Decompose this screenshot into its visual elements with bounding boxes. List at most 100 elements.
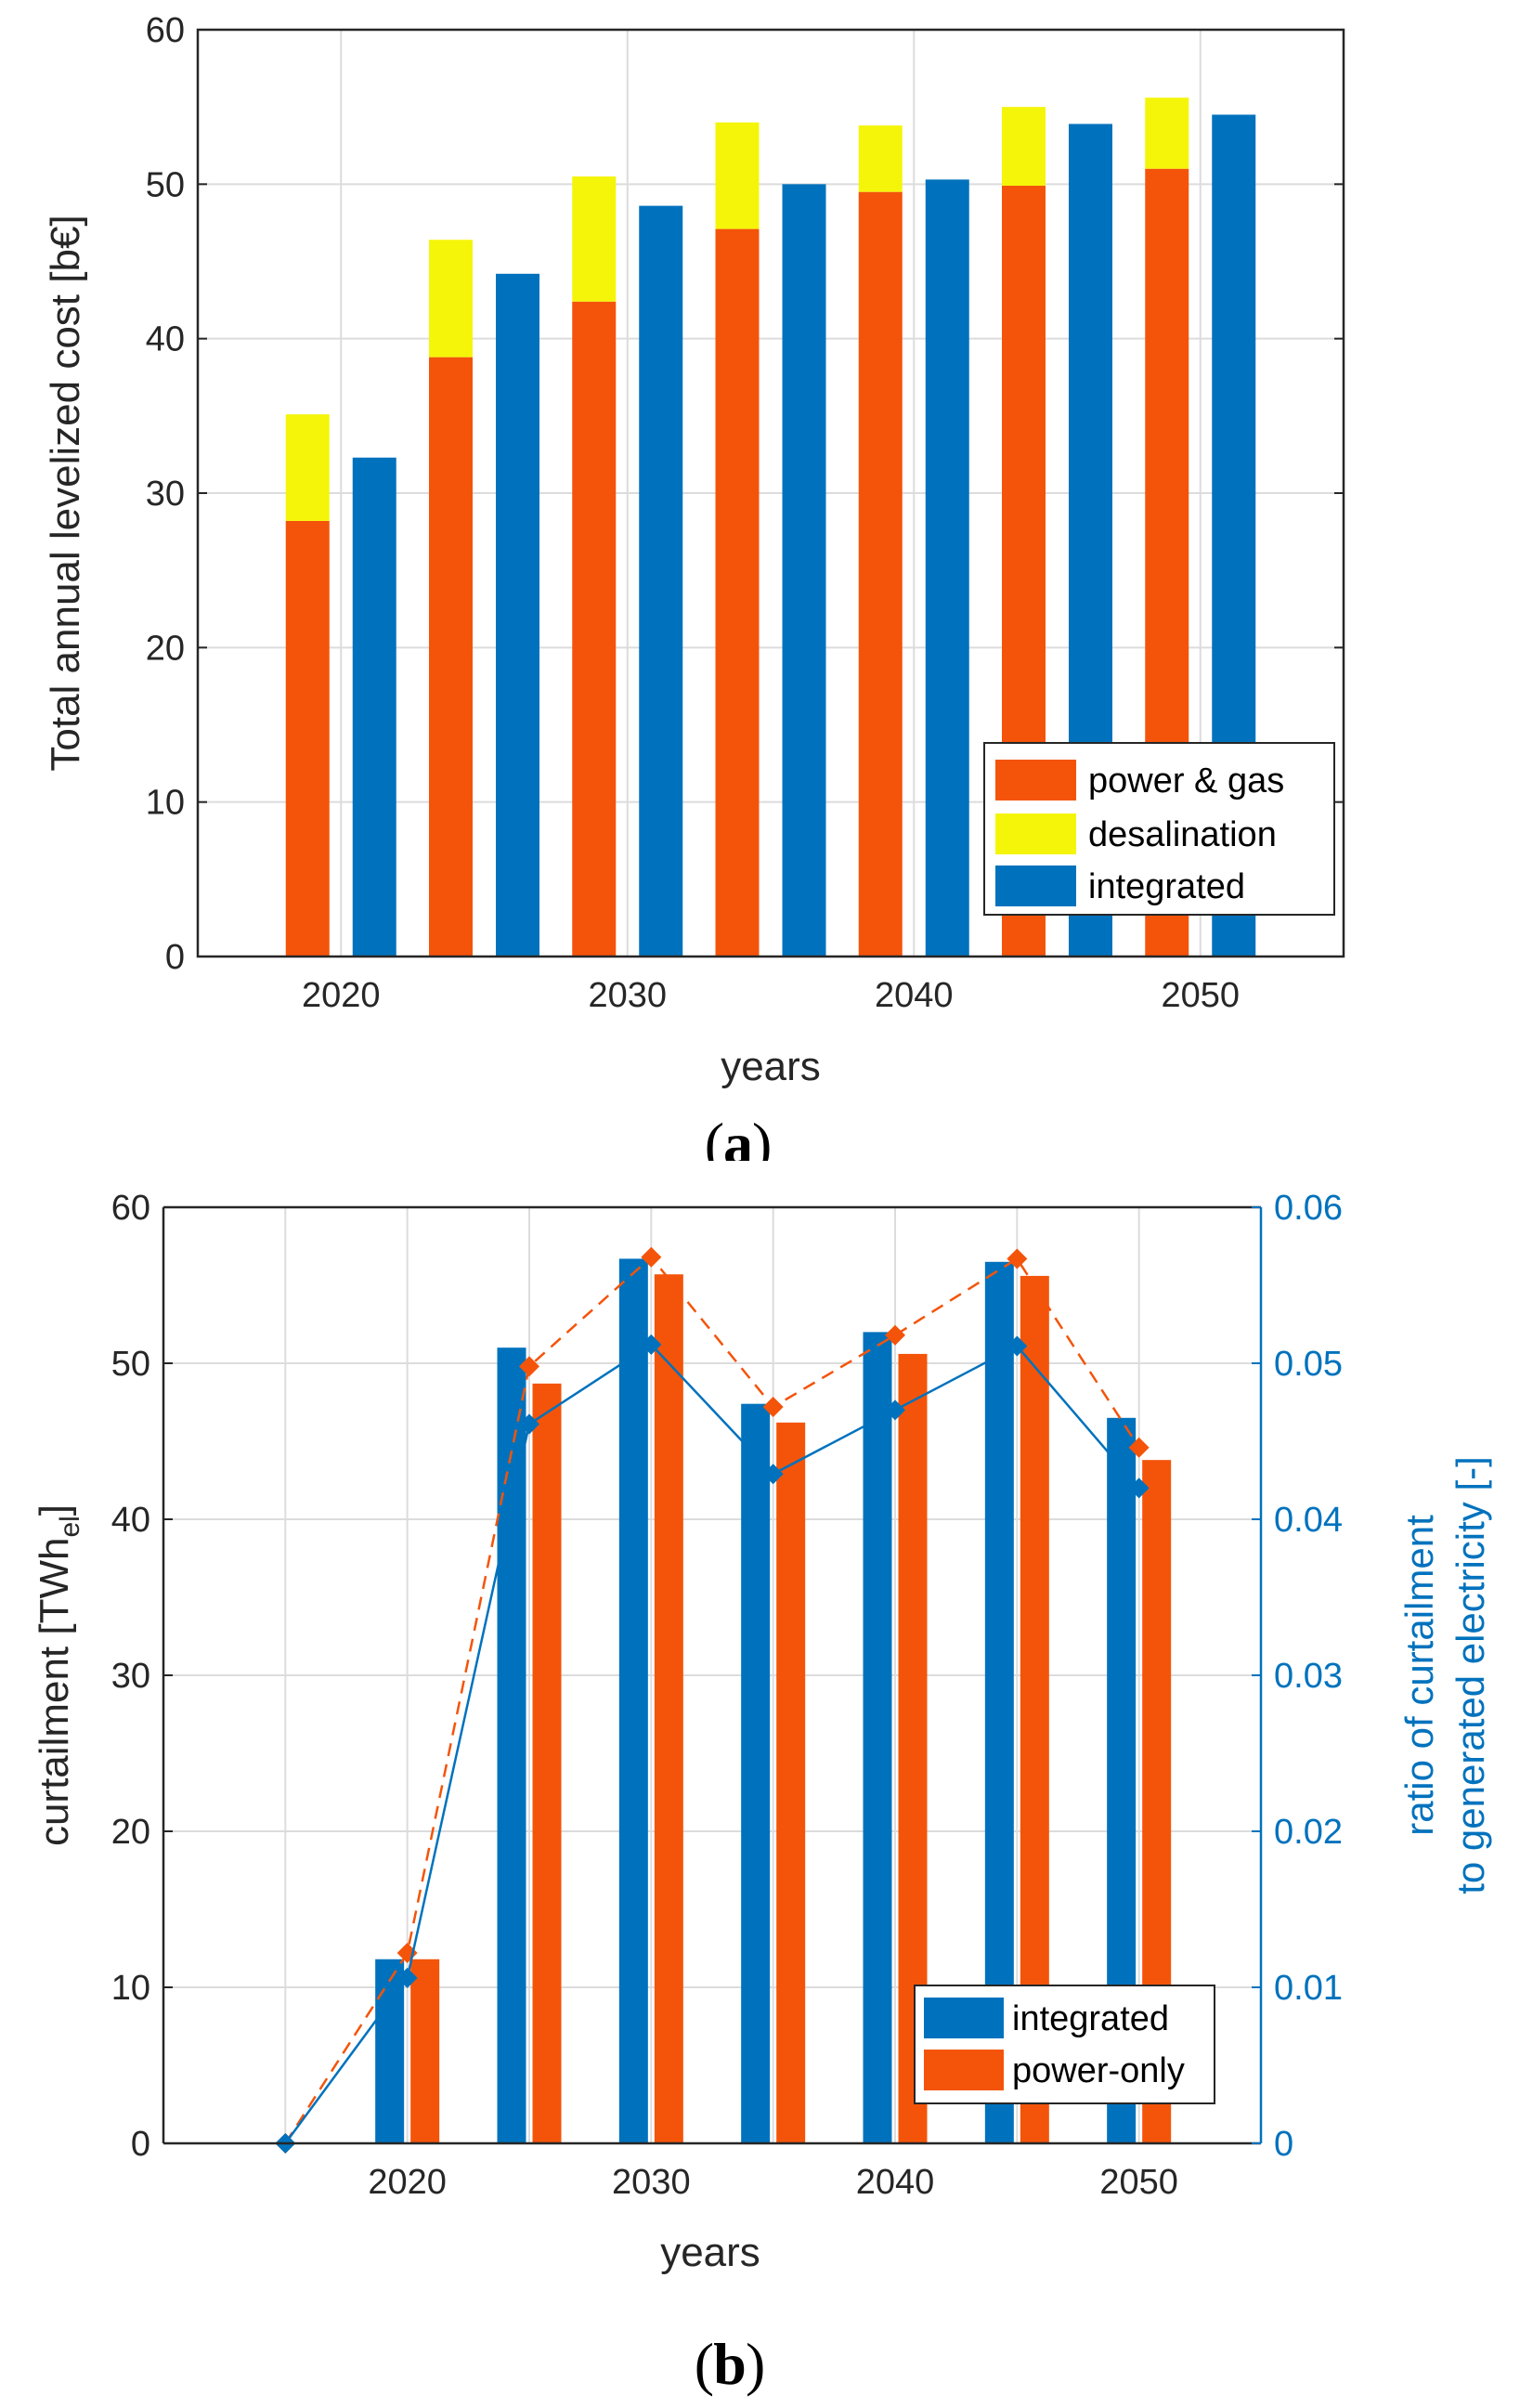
legend-b-label-integrated: integrated — [1012, 1999, 1169, 2038]
integrated-ratio-marker — [396, 1967, 418, 1988]
svg-text:): ) — [746, 2331, 765, 2397]
legend-a-swatch-desalination — [995, 814, 1076, 854]
chart-b-ytick-label-right: 0.06 — [1274, 1189, 1343, 1228]
chart-a-ytick-label: 10 — [146, 784, 185, 823]
chart-b-ytick-label-right: 0.05 — [1274, 1345, 1343, 1384]
bar-integrated — [618, 1258, 648, 2143]
bar-desalination — [1002, 107, 1046, 186]
chart-a-bars — [285, 98, 1256, 957]
power-only-ratio-marker — [762, 1397, 784, 1418]
integrated-ratio-marker — [885, 1399, 905, 1421]
power-only-ratio-marker — [641, 1246, 662, 1268]
svg-text:): ) — [752, 1111, 772, 1161]
bar-power-only — [654, 1274, 683, 2143]
bar-integrated — [496, 273, 539, 957]
bar-integrated — [863, 1332, 892, 2143]
bar-desalination — [285, 414, 330, 521]
chart-b-ytick-label-right: 0.02 — [1274, 1813, 1343, 1852]
chart-b-ytick-label-right: 0.03 — [1274, 1657, 1343, 1696]
chart-b-caption-letter: b — [713, 2331, 747, 2397]
chart-b-xtick-label: 2050 — [1099, 2163, 1178, 2202]
chart-b-caption: ( b ) — [695, 2331, 766, 2397]
chart-b-legend: integrated power-only — [914, 1985, 1215, 2104]
bar-power-only — [532, 1383, 562, 2143]
chart-b-tick-labels: 010203040506000.010.020.030.040.050.0620… — [111, 1189, 1343, 2202]
integrated-ratio-marker — [641, 1334, 662, 1355]
power-only-ratio-marker — [519, 1356, 539, 1377]
bar-integrated — [352, 457, 396, 957]
power-only-ratio-marker — [396, 1943, 418, 1964]
chart-b-xtick-label: 2020 — [368, 2163, 447, 2202]
chart-a-xtick-label: 2020 — [302, 976, 381, 1015]
bar-power-only — [776, 1422, 806, 2143]
chart-b-ytick-label-left: 20 — [111, 1813, 150, 1852]
bar-integrated — [639, 205, 683, 957]
bar-integrated — [741, 1403, 771, 2143]
chart-a-xtick-label: 2050 — [1161, 976, 1240, 1015]
chart-a-ytick-label: 20 — [146, 629, 185, 668]
chart-b-x-axis-label: years — [660, 2230, 760, 2275]
bar-integrated — [782, 184, 826, 957]
svg-text:(: ( — [695, 2331, 714, 2397]
legend-b-swatch-power-only — [924, 2050, 1004, 2090]
chart-b-lines — [275, 1246, 1150, 2154]
legend-a-label-integrated: integrated — [1088, 867, 1245, 906]
chart-a-ytick-label: 30 — [146, 475, 185, 514]
chart-b-ytick-label-left: 10 — [111, 1969, 150, 2008]
chart-a-ytick-label: 50 — [146, 165, 185, 204]
chart-b-y-axis-label-right-line2: to generated electricity [-] — [1449, 1456, 1492, 1894]
bar-power-gas — [285, 520, 330, 957]
bar-integrated — [925, 179, 969, 957]
bar-power-gas — [429, 357, 473, 957]
bar-desalination — [858, 125, 903, 192]
legend-a-swatch-integrated — [995, 866, 1076, 906]
bar-desalination — [1145, 98, 1189, 169]
power-only-ratio-line — [284, 1255, 1140, 2144]
chart-a-xtick-label: 2040 — [875, 976, 954, 1015]
integrated-ratio-marker — [519, 1413, 539, 1435]
bar-power-gas — [715, 228, 760, 957]
power-only-ratio-marker — [1128, 1437, 1150, 1458]
chart-b-ytick-label-left: 0 — [131, 2125, 150, 2164]
power-only-ratio-marker — [1007, 1248, 1028, 1269]
chart-b-ytick-label-right: 0.01 — [1274, 1969, 1343, 2008]
bar-desalination — [715, 122, 760, 229]
bar-power-gas — [572, 301, 617, 957]
chart-b-xtick-label: 2030 — [612, 2163, 691, 2202]
chart-a-x-axis-label: years — [721, 1044, 821, 1089]
bar-desalination — [429, 240, 473, 358]
chart-a-y-axis-label: Total annual levelized cost [b€] — [43, 215, 88, 771]
chart-a-caption-letter: a — [723, 1111, 753, 1161]
legend-a-label-power-gas: power & gas — [1088, 761, 1284, 800]
legend-b-label-power-only: power-only — [1012, 2051, 1185, 2090]
legend-b-swatch-integrated — [924, 1998, 1004, 2038]
chart-a-caption: ( a ) — [705, 1111, 773, 1161]
integrated-ratio-marker — [1128, 1477, 1150, 1499]
chart-b-ytick-label-right: 0 — [1274, 2125, 1293, 2164]
chart-b-y-axis-label-right-line1: ratio of curtailment — [1397, 1515, 1441, 1836]
chart-b: 010203040506000.010.020.030.040.050.0620… — [32, 1189, 1492, 2397]
bar-desalination — [572, 176, 617, 302]
bar-integrated — [497, 1347, 526, 2143]
integrated-ratio-marker — [1007, 1335, 1028, 1357]
chart-b-ytick-label-left: 60 — [111, 1189, 150, 1228]
legend-a-label-desalination: desalination — [1088, 815, 1277, 854]
svg-text:(: ( — [705, 1111, 724, 1161]
chart-b-ytick-label-left: 30 — [111, 1657, 150, 1696]
chart-b-ytick-label-left: 50 — [111, 1345, 150, 1384]
integrated-ratio-marker — [762, 1464, 784, 1485]
chart-b-bars — [375, 1258, 1172, 2143]
legend-a-swatch-power-gas — [995, 760, 1076, 800]
chart-a-xtick-label: 2030 — [588, 976, 667, 1015]
chart-a-ytick-label: 60 — [146, 11, 185, 50]
integrated-ratio-line — [284, 1343, 1140, 2144]
chart-a-ytick-label: 40 — [146, 320, 185, 359]
bar-power-gas — [858, 191, 903, 957]
bar-power-only — [410, 1959, 440, 2143]
chart-b-y-axis-label-left: curtailment [TWhel] — [32, 1504, 85, 1846]
chart-b-ytick-label-right: 0.04 — [1274, 1501, 1343, 1540]
power-only-ratio-marker — [885, 1324, 905, 1346]
chart-a-legend: power & gas desalination integrated — [983, 742, 1335, 916]
